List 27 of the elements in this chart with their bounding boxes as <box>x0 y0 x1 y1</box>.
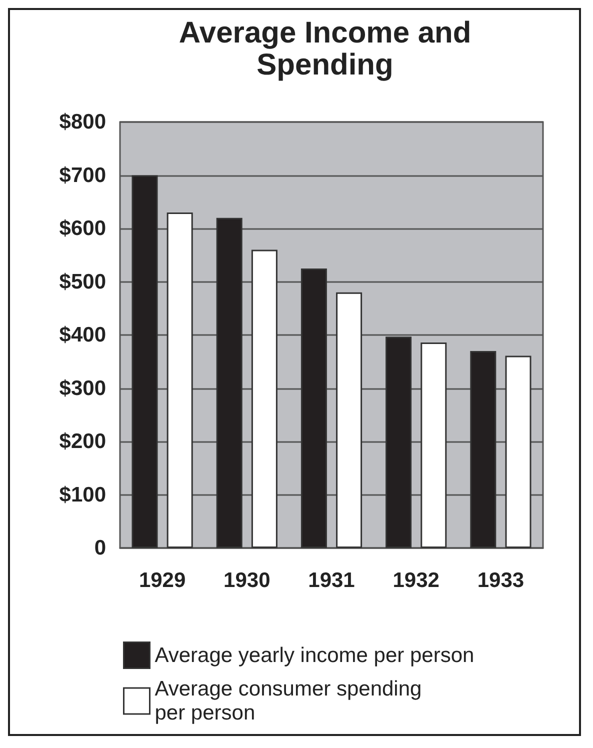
y-tick-label: $500 <box>59 270 106 294</box>
bar <box>251 250 278 548</box>
y-tick-label: 0 <box>94 536 106 560</box>
bar <box>216 218 242 548</box>
x-tick-label: 1933 <box>477 569 524 592</box>
y-tick-label: $800 <box>59 110 106 134</box>
chart-title: Average Income and Spending <box>178 16 472 82</box>
bar <box>300 268 327 548</box>
bar <box>420 342 447 548</box>
legend-label: Average consumer spending per person <box>154 678 422 724</box>
x-tick-label: 1930 <box>224 569 270 592</box>
x-tick-label: 1931 <box>308 569 356 592</box>
bar <box>132 175 158 548</box>
y-tick-label: $200 <box>59 430 106 453</box>
bar <box>336 292 362 548</box>
bar <box>505 356 532 548</box>
y-tick-label: $300 <box>59 376 106 400</box>
x-tick-label: 1929 <box>138 569 186 592</box>
y-tick-label: $700 <box>59 164 106 187</box>
legend-label: Average yearly income per person <box>154 644 474 667</box>
bar <box>386 336 412 548</box>
y-tick-label: $100 <box>59 483 106 506</box>
y-tick-label: $400 <box>59 324 106 346</box>
bar <box>166 212 193 548</box>
y-tick-label: $600 <box>59 217 106 240</box>
bar <box>470 350 496 548</box>
x-tick-label: 1932 <box>392 569 440 592</box>
